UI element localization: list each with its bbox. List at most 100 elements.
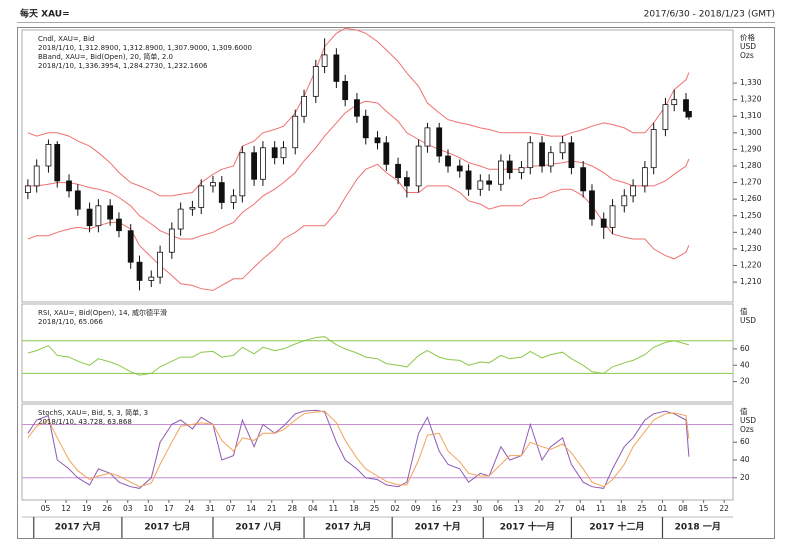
candle-body bbox=[157, 251, 163, 278]
candle-body bbox=[148, 276, 155, 281]
x-tick-label: 05 bbox=[41, 504, 51, 513]
y-tick-label: 1,290 bbox=[740, 144, 762, 153]
x-tick-label: 03 bbox=[123, 504, 133, 513]
candle-body bbox=[280, 147, 287, 159]
y-tick-label: 40 bbox=[740, 455, 750, 464]
axis-unit: 价格 bbox=[740, 32, 755, 42]
x-tick-label: 17 bbox=[164, 504, 174, 513]
legend-text: RSI, XAU=, Bid(Open), 14, 威尔德平滑 bbox=[38, 308, 167, 317]
candle-body bbox=[312, 66, 319, 97]
y-tick-label: 1,260 bbox=[740, 194, 762, 203]
candle-body bbox=[486, 180, 493, 185]
y-tick-label: 1,240 bbox=[740, 227, 762, 236]
candle-body bbox=[600, 218, 607, 228]
x-tick-label: 04 bbox=[308, 504, 318, 513]
candle-body bbox=[465, 170, 472, 190]
axis-unit: 值 bbox=[740, 406, 748, 416]
candle-body bbox=[239, 152, 246, 197]
candle-body bbox=[424, 127, 431, 147]
axis-unit: Ozs bbox=[740, 425, 754, 434]
y-tick-label: 40 bbox=[740, 360, 750, 369]
x-tick-label: 04 bbox=[575, 504, 585, 513]
candle-body bbox=[198, 185, 205, 208]
candle-body bbox=[54, 144, 61, 182]
candle-body bbox=[116, 218, 122, 232]
y-tick-label: 20 bbox=[740, 473, 750, 482]
candle-body bbox=[333, 54, 340, 82]
legend-text: 2018/1/10, 65.066 bbox=[38, 318, 103, 326]
candle-body bbox=[189, 207, 196, 210]
candle-body bbox=[127, 230, 134, 263]
candle-body bbox=[683, 99, 689, 112]
candle-body bbox=[33, 165, 40, 187]
y-tick-label: 1,210 bbox=[740, 277, 762, 286]
legend-text: 2018/1/10, 1,336.3954, 1,284.2730, 1,232… bbox=[38, 62, 208, 70]
candle-body bbox=[445, 155, 451, 167]
candle-body bbox=[45, 144, 52, 167]
candle-body bbox=[342, 81, 349, 101]
candle-body bbox=[456, 165, 463, 172]
y-tick-label: 1,270 bbox=[740, 178, 762, 187]
candle-body bbox=[506, 160, 513, 174]
chart-title: 每天 XAU= bbox=[20, 8, 70, 20]
x-tick-label: 12 bbox=[61, 504, 71, 513]
x-tick-label: 19 bbox=[82, 504, 92, 513]
legend-text: BBand, XAU=, Bid(Open), 20, 简单, 2.0 bbox=[38, 52, 173, 61]
candle-body bbox=[641, 167, 648, 187]
candle-body bbox=[686, 111, 692, 118]
candle-body bbox=[436, 127, 443, 157]
legend-text: 2018/1/10, 43.728, 63.868 bbox=[38, 418, 132, 426]
candle-body bbox=[218, 182, 225, 203]
candle-body bbox=[539, 142, 545, 167]
candle-body bbox=[271, 147, 278, 159]
candle-body bbox=[251, 152, 258, 180]
x-tick-label: 18 bbox=[349, 504, 359, 513]
x-tick-label: 15 bbox=[699, 504, 709, 513]
y-tick-label: 20 bbox=[740, 377, 750, 386]
legend-text: Cndl, XAU=, Bid bbox=[38, 35, 94, 43]
candle-body bbox=[292, 115, 299, 149]
x-tick-label: 01 bbox=[658, 504, 668, 513]
candle-body bbox=[177, 208, 184, 230]
candle-body bbox=[354, 99, 360, 117]
candle-body bbox=[477, 180, 484, 190]
month-label: 2017 九月 bbox=[325, 521, 371, 533]
x-tick-label: 22 bbox=[719, 504, 729, 513]
candle-body bbox=[630, 185, 637, 197]
candle-body bbox=[86, 208, 93, 227]
axis-unit: Ozs bbox=[740, 51, 754, 60]
y-tick-label: 60 bbox=[740, 437, 750, 446]
month-label: 2018 一月 bbox=[675, 522, 721, 533]
x-tick-label: 16 bbox=[431, 504, 441, 513]
month-label: 2017 十一月 bbox=[500, 521, 555, 533]
x-tick-label: 09 bbox=[411, 504, 421, 513]
candle-body bbox=[395, 163, 401, 179]
x-tick-label: 25 bbox=[370, 504, 380, 513]
x-tick-label: 14 bbox=[246, 504, 256, 513]
axis-unit: USD bbox=[740, 42, 756, 51]
panel bbox=[21, 403, 734, 501]
x-tick-label: 10 bbox=[144, 504, 154, 513]
candle-body bbox=[136, 261, 143, 281]
candle-body bbox=[497, 160, 504, 185]
x-tick-label: 02 bbox=[390, 504, 400, 513]
candle-body bbox=[230, 195, 237, 203]
candle-body bbox=[559, 142, 566, 154]
candle-body bbox=[621, 195, 628, 207]
x-tick-label: 23 bbox=[452, 504, 462, 513]
series-line bbox=[27, 409, 690, 489]
candle-body bbox=[362, 115, 369, 139]
candle-body bbox=[527, 142, 534, 169]
candle-body bbox=[580, 167, 587, 192]
candle-body bbox=[301, 95, 307, 117]
candle-body bbox=[568, 142, 575, 169]
date-range: 2017/6/30 - 2018/1/23 (GMT) bbox=[644, 10, 775, 20]
legend-text: 2018/1/10, 1,312.8900, 1,312.8900, 1,307… bbox=[38, 44, 252, 52]
candle-body bbox=[374, 137, 381, 144]
series-line bbox=[27, 27, 690, 197]
axis-unit: USD bbox=[740, 416, 756, 425]
candle-body bbox=[518, 167, 525, 174]
x-tick-label: 21 bbox=[267, 504, 277, 513]
